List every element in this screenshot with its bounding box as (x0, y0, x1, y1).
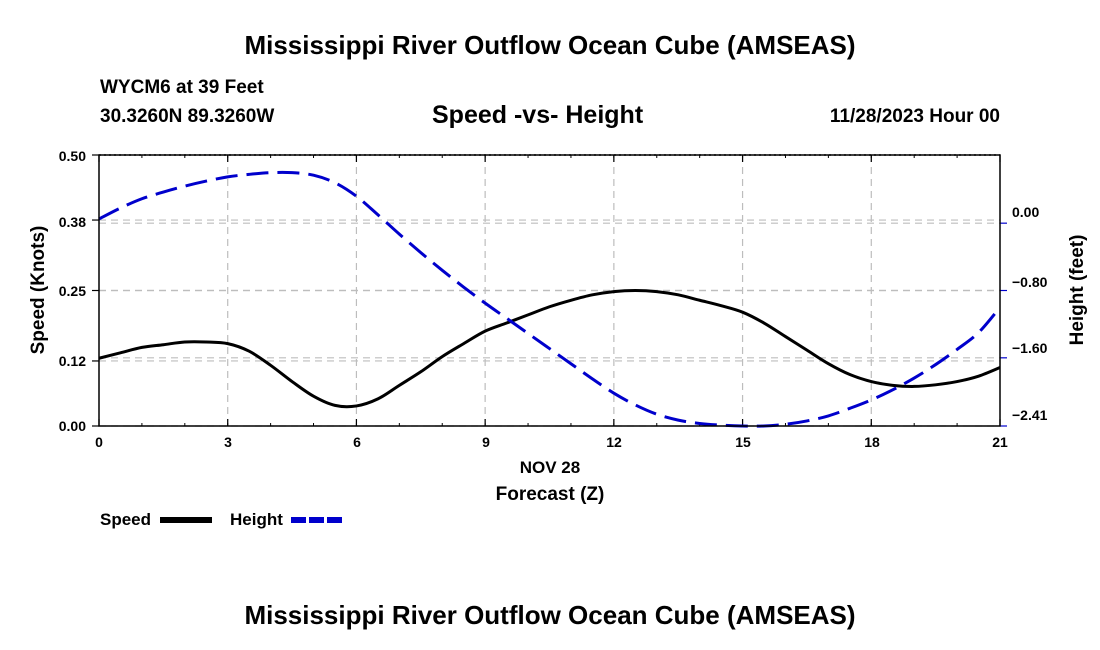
series-lines (98, 170, 1002, 428)
x-tick-label: 12 (606, 434, 622, 450)
y-right-tick-label: −0.80 (1012, 274, 1048, 290)
legend-label-speed: Speed (100, 510, 151, 529)
y-left-tick-label: 0.25 (59, 283, 86, 299)
x-tick-label: 9 (482, 434, 490, 450)
x-date-label: NOV 28 (520, 458, 580, 477)
series-line-height (98, 170, 1002, 428)
x-tick-label: 0 (95, 434, 103, 450)
plot-frame (98, 154, 1001, 427)
series-line-speed (98, 289, 1001, 409)
x-axis-label: Forecast (Z) (496, 484, 605, 505)
station-label: WYCM6 at 39 Feet (100, 77, 264, 98)
plot-title: Speed -vs- Height (432, 101, 644, 129)
y-left-tick-label: 0.38 (59, 214, 86, 230)
legend: Speed Height (100, 510, 343, 529)
datetime-label: 11/28/2023 Hour 00 (829, 106, 1000, 127)
y-left-axis-label: Speed (Knots) (28, 226, 49, 355)
y-left-tick-label: 0.12 (59, 353, 86, 369)
y-right-tick-label: −2.41 (1012, 407, 1048, 423)
x-tick-label: 18 (864, 434, 880, 450)
y-right-tick-label: −1.60 (1012, 340, 1048, 356)
x-tick-label: 3 (224, 434, 232, 450)
x-tick-label: 15 (735, 434, 751, 450)
y-left-tick-label: 0.50 (59, 148, 86, 164)
x-tick-label: 21 (992, 434, 1008, 450)
chart-main-title: Mississippi River Outflow Ocean Cube (AM… (244, 30, 856, 60)
y-left-tick-label: 0.00 (59, 418, 86, 434)
legend-label-height: Height (230, 510, 283, 529)
grid-lines (99, 154, 1000, 427)
coordinates-label: 30.3260N 89.3260W (100, 106, 275, 127)
y-right-tick-label: 0.00 (1012, 204, 1039, 220)
chart-bottom-title: Mississippi River Outflow Ocean Cube (AM… (244, 600, 856, 630)
x-tick-label: 6 (353, 434, 361, 450)
y-right-axis-label: Height (feet) (1067, 235, 1088, 346)
